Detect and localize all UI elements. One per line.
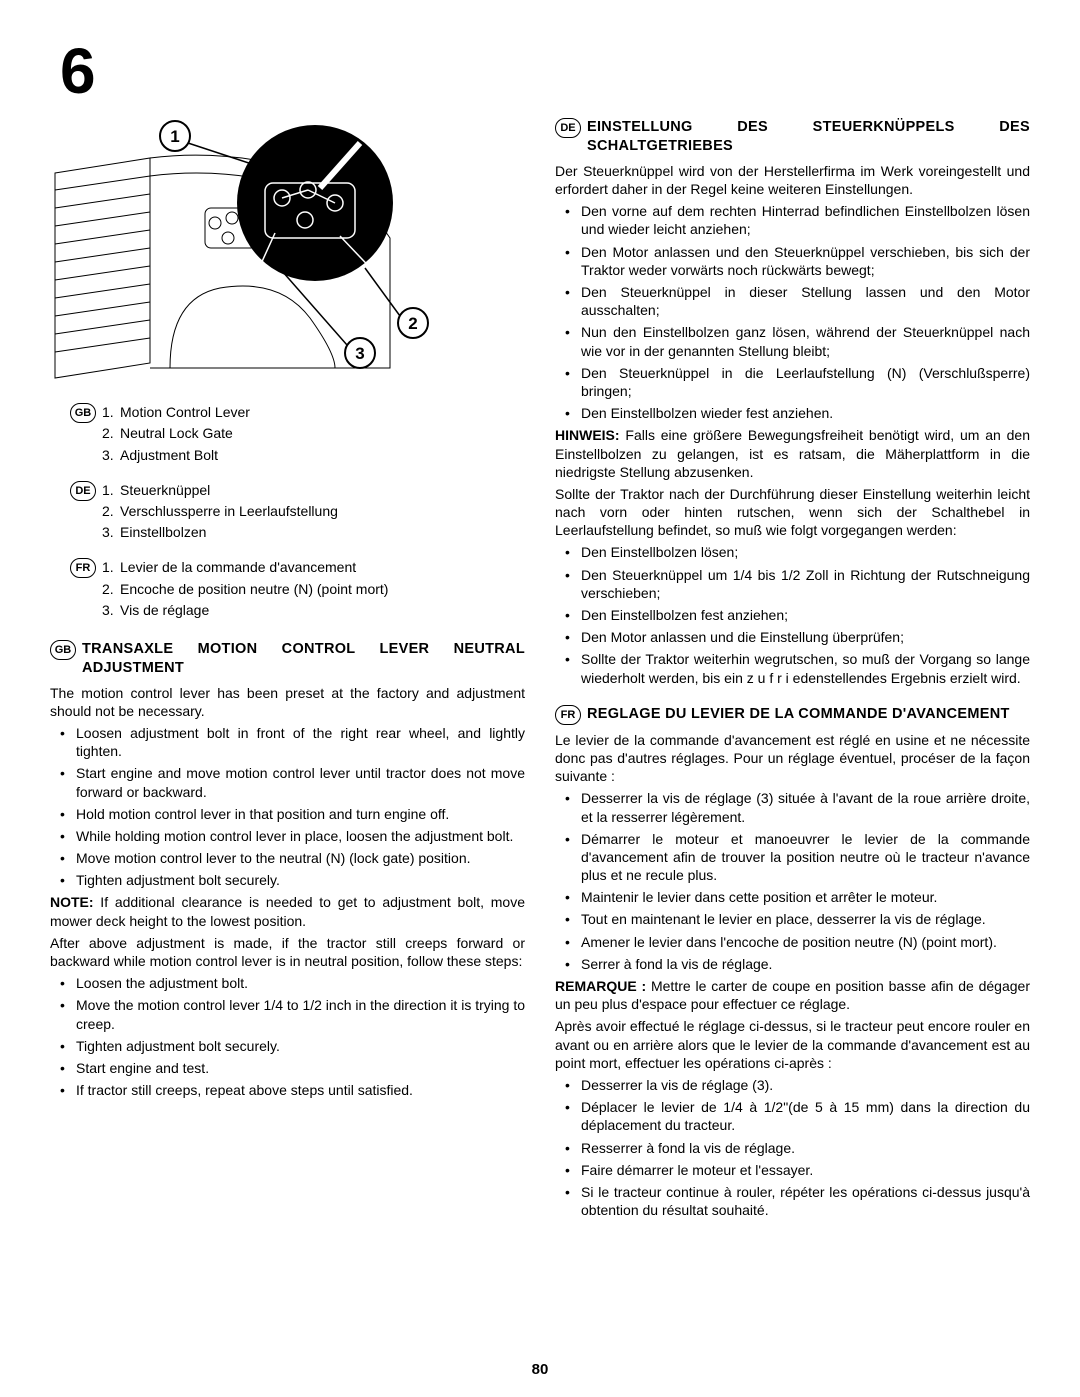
svg-text:3: 3 [355, 344, 364, 363]
bullet-list: Den Einstellbolzen lösen; Den Steuerknüp… [555, 543, 1030, 686]
legend-item: 3.Adjustment Bolt [102, 446, 250, 464]
section-title: REGLAGE DU LEVIER DE LA COMMANDE D'AVANC… [587, 705, 1010, 724]
legend-item: 1.Steuerknüppel [102, 481, 338, 499]
list-item: If tractor still creeps, repeat above st… [50, 1081, 525, 1099]
section-gb: GB TRANSAXLE MOTION CONTROL LEVER NEU­TR… [50, 640, 525, 1099]
list-item: Den Motor anlassen und den Steuerknüppel… [555, 243, 1030, 279]
legend-fr: FR 1.Levier de la commande d'avancement … [70, 558, 525, 622]
list-item: Si le tracteur continue à rouler, répéte… [555, 1183, 1030, 1219]
list-item: Démarrer le moteur et manoeuvrer le levi… [555, 830, 1030, 885]
chapter-number: 6 [60, 30, 1030, 113]
list-item: Desserrer la vis de réglage (3). [555, 1076, 1030, 1094]
section-de: DE EINSTELLUNG DES STEUERKNÜPPELS DES SC… [555, 118, 1030, 687]
legend-item: 2.Verschlussperre in Leerlaufstellung [102, 502, 338, 520]
list-item: Den Steuerknüppel um 1/4 bis 1/2 Zoll in… [555, 566, 1030, 602]
list-item: Den Motor anlassen und die Einstellung ü… [555, 628, 1030, 646]
list-item: Den Einstellbolzen wieder fest anziehen. [555, 404, 1030, 422]
list-item: Amener le levier dans l'encoche de posit… [555, 933, 1030, 951]
list-item: Den Einstellbolzen fest anziehen; [555, 606, 1030, 624]
list-item: Serrer à fond la vis de réglage. [555, 955, 1030, 973]
bullet-list: Desserrer la vis de réglage (3). Déplace… [555, 1076, 1030, 1219]
list-item: Desserrer la vis de réglage (3) située à… [555, 789, 1030, 825]
list-item: Den Einstellbolzen lösen; [555, 543, 1030, 561]
bullet-list: Loosen adjustment bolt in front of the r… [50, 724, 525, 890]
list-item: Move the motion control lever 1/4 to 1/2… [50, 996, 525, 1032]
list-item: Faire démarrer le moteur et l'essayer. [555, 1161, 1030, 1179]
legend-item: 3.Einstellbolzen [102, 523, 338, 541]
paragraph: Après avoir effectué le réglage ci-dessu… [555, 1017, 1030, 1072]
paragraph: After above adjustment is made, if the t… [50, 934, 525, 970]
lang-badge-de: DE [555, 118, 581, 138]
left-column: 1 2 3 GB 1.Motion Control Lever 2.Neutra… [50, 118, 525, 1223]
list-item: Loosen the adjustment bolt. [50, 974, 525, 992]
paragraph: The motion control lever has been preset… [50, 684, 525, 720]
note-paragraph: HINWEIS: Falls eine größere Bewegungsfre… [555, 426, 1030, 481]
list-item: Loosen adjustment bolt in front of the r… [50, 724, 525, 760]
svg-text:2: 2 [408, 314, 417, 333]
list-item: Start engine and test. [50, 1059, 525, 1077]
lang-badge-de: DE [70, 481, 96, 501]
lang-badge-fr: FR [70, 558, 96, 578]
list-item: While holding motion control lever in pl… [50, 827, 525, 845]
list-item: Tighten adjustment bolt securely. [50, 1037, 525, 1055]
section-title: EINSTELLUNG DES STEUERKNÜPPELS DES SCHAL… [587, 118, 1030, 156]
mechanical-diagram: 1 2 3 [50, 118, 430, 388]
lang-badge-gb: GB [70, 403, 96, 423]
list-item: Start engine and move motion control lev… [50, 764, 525, 800]
list-item: Tighten adjustment bolt securely. [50, 871, 525, 889]
list-item: Den vorne auf dem rechten Hinterrad befi… [555, 202, 1030, 238]
list-item: Nun den Einstellbolzen ganz lösen, währe… [555, 323, 1030, 359]
legend-item: 2.Encoche de position neutre (N) (point … [102, 580, 388, 598]
list-item: Move motion control lever to the neutral… [50, 849, 525, 867]
bullet-list: Den vorne auf dem rechten Hinterrad befi… [555, 202, 1030, 422]
legend-item: 1.Motion Control Lever [102, 403, 250, 421]
paragraph: Le levier de la commande d'avancement es… [555, 731, 1030, 786]
list-item: Tout en maintenant le levier en place, d… [555, 910, 1030, 928]
section-fr: FR REGLAGE DU LEVIER DE LA COMMANDE D'AV… [555, 705, 1030, 1220]
legend-item: 2.Neutral Lock Gate [102, 424, 250, 442]
list-item: Den Steuerknüppel in dieser Stellung las… [555, 283, 1030, 319]
list-item: Déplacer le levier de 1/4 à 1/2"(de 5 à … [555, 1098, 1030, 1134]
list-item: Hold motion control lever in that positi… [50, 805, 525, 823]
list-item: Sollte der Traktor weiterhin wegrutschen… [555, 650, 1030, 686]
list-item: Maintenir le levier dans cette position … [555, 888, 1030, 906]
legend-item: 3.Vis de réglage [102, 601, 388, 619]
right-column: DE EINSTELLUNG DES STEUERKNÜPPELS DES SC… [555, 118, 1030, 1223]
page-number: 80 [532, 1360, 549, 1380]
legend-gb: GB 1.Motion Control Lever 2.Neutral Lock… [70, 403, 525, 467]
lang-badge-fr: FR [555, 705, 581, 725]
note-paragraph: NOTE: If additional clearance is needed … [50, 893, 525, 929]
paragraph: Der Steuerknüppel wird von der Herstelle… [555, 162, 1030, 198]
legend-item: 1.Levier de la commande d'avancement [102, 558, 388, 576]
section-title: TRANSAXLE MOTION CONTROL LEVER NEU­TRAL … [82, 640, 525, 678]
paragraph: Sollte der Traktor nach der Durchführung… [555, 485, 1030, 540]
legend-de: DE 1.Steuerknüppel 2.Verschlussperre in … [70, 481, 525, 545]
note-paragraph: REMARQUE : Mettre le carter de coupe en … [555, 977, 1030, 1013]
two-column-layout: 1 2 3 GB 1.Motion Control Lever 2.Neutra… [50, 118, 1030, 1223]
lang-badge-gb: GB [50, 640, 76, 660]
svg-text:1: 1 [170, 127, 179, 146]
list-item: Den Steuerknüppel in die Leerlaufstellun… [555, 364, 1030, 400]
bullet-list: Desserrer la vis de réglage (3) située à… [555, 789, 1030, 973]
list-item: Resserrer à fond la vis de réglage. [555, 1139, 1030, 1157]
bullet-list: Loosen the adjustment bolt. Move the mot… [50, 974, 525, 1099]
